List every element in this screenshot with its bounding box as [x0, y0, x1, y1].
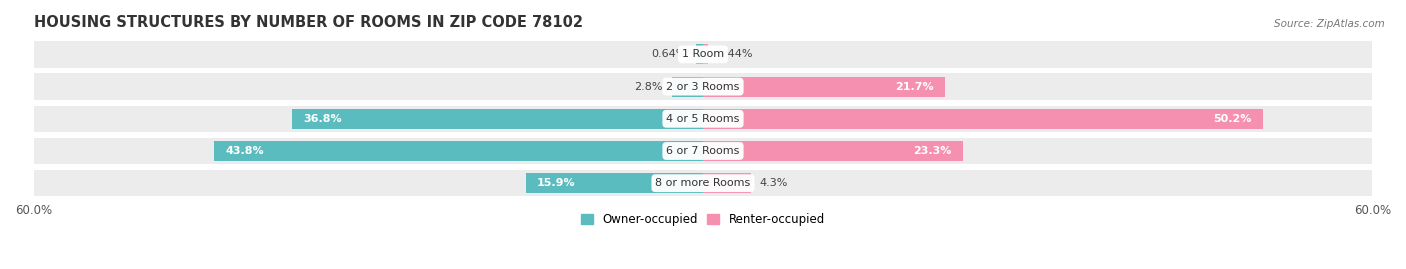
Text: 21.7%: 21.7% [896, 82, 934, 92]
Text: Source: ZipAtlas.com: Source: ZipAtlas.com [1274, 19, 1385, 29]
Text: 2.8%: 2.8% [634, 82, 662, 92]
Bar [34, 106, 1372, 132]
Text: 43.8%: 43.8% [225, 146, 264, 156]
Bar [526, 173, 703, 193]
Bar [34, 41, 1372, 68]
Text: 4 or 5 Rooms: 4 or 5 Rooms [666, 114, 740, 124]
Bar [34, 73, 1372, 100]
Text: 1 Room: 1 Room [682, 49, 724, 59]
Legend: Owner-occupied, Renter-occupied: Owner-occupied, Renter-occupied [576, 209, 830, 231]
Text: 23.3%: 23.3% [914, 146, 952, 156]
Text: 36.8%: 36.8% [304, 114, 342, 124]
Bar [703, 141, 963, 161]
Bar [703, 173, 751, 193]
Text: 0.44%: 0.44% [717, 49, 752, 59]
Text: 6 or 7 Rooms: 6 or 7 Rooms [666, 146, 740, 156]
Text: 15.9%: 15.9% [537, 178, 575, 188]
Bar [34, 170, 1372, 196]
Bar [292, 109, 703, 129]
Text: 0.64%: 0.64% [651, 49, 688, 59]
Bar [696, 44, 703, 64]
Text: 8 or more Rooms: 8 or more Rooms [655, 178, 751, 188]
Bar [214, 141, 703, 161]
Text: 50.2%: 50.2% [1213, 114, 1251, 124]
Text: 2 or 3 Rooms: 2 or 3 Rooms [666, 82, 740, 92]
Bar [672, 77, 703, 97]
Bar [703, 109, 1263, 129]
Bar [703, 77, 945, 97]
Bar [34, 138, 1372, 164]
Bar [703, 44, 707, 64]
Text: HOUSING STRUCTURES BY NUMBER OF ROOMS IN ZIP CODE 78102: HOUSING STRUCTURES BY NUMBER OF ROOMS IN… [34, 15, 582, 30]
Text: 4.3%: 4.3% [759, 178, 789, 188]
